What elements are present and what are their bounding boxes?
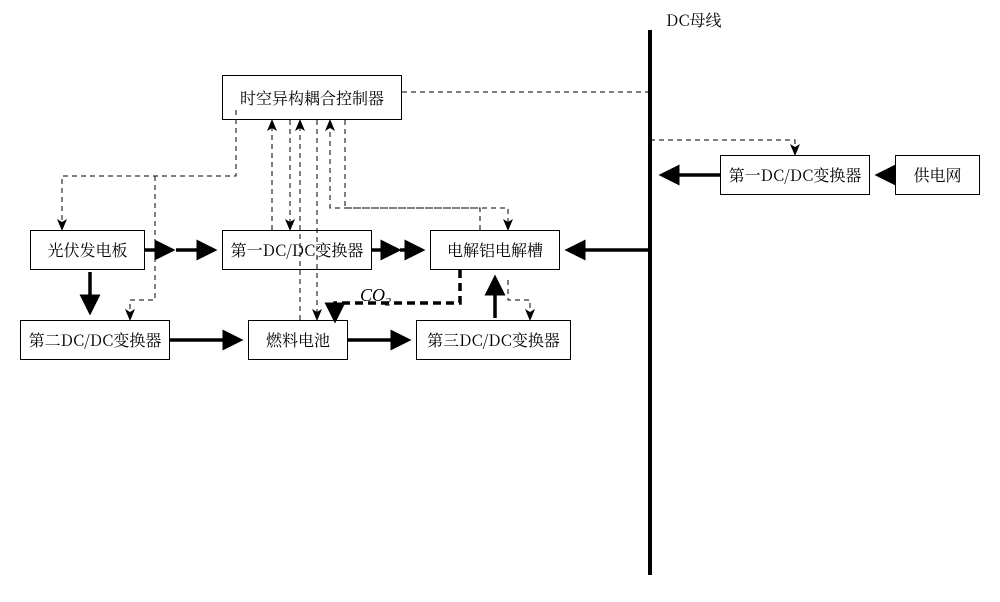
co2-flow — [335, 270, 460, 320]
control-signal — [330, 120, 480, 230]
control-signal — [62, 110, 236, 230]
control-signal — [130, 176, 155, 320]
connections-layer — [0, 0, 1000, 602]
control-signal — [508, 280, 530, 320]
control-signal — [345, 120, 508, 230]
control-signal — [650, 140, 795, 155]
